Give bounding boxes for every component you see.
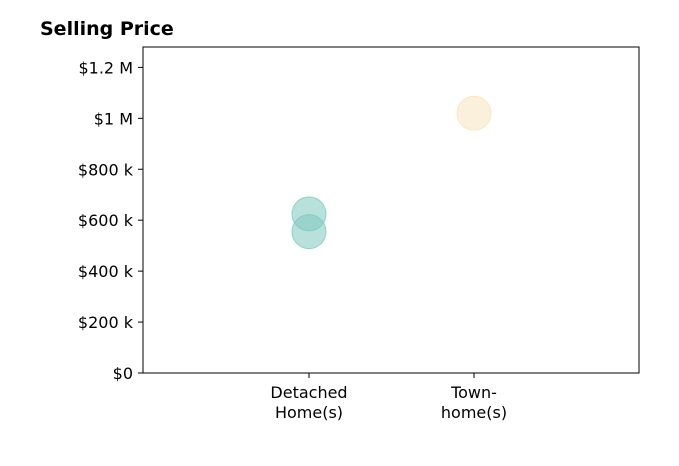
y-tick-label: $0 [113, 364, 133, 383]
x-tick-label: home(s) [441, 403, 507, 422]
x-tick-label: Town- [450, 383, 497, 402]
chart-title: Selling Price [40, 18, 174, 40]
x-tick-label: Detached [270, 383, 347, 402]
y-tick-label: $600 k [78, 211, 134, 230]
y-tick-label: $800 k [78, 160, 134, 179]
x-tick-label: Home(s) [275, 403, 343, 422]
y-tick-label: $200 k [78, 313, 134, 332]
plot-frame [142, 46, 640, 374]
y-tick-label: $400 k [78, 262, 134, 281]
y-axis: $0 $200 k $400 k $600 k $800 k $1 M $1.2 M [78, 58, 143, 383]
plot-area [291, 95, 492, 250]
data-point[interactable] [291, 214, 327, 250]
data-point[interactable] [456, 95, 492, 131]
y-tick-label: $1 M [94, 109, 133, 128]
y-tick-label: $1.2 M [78, 58, 133, 77]
